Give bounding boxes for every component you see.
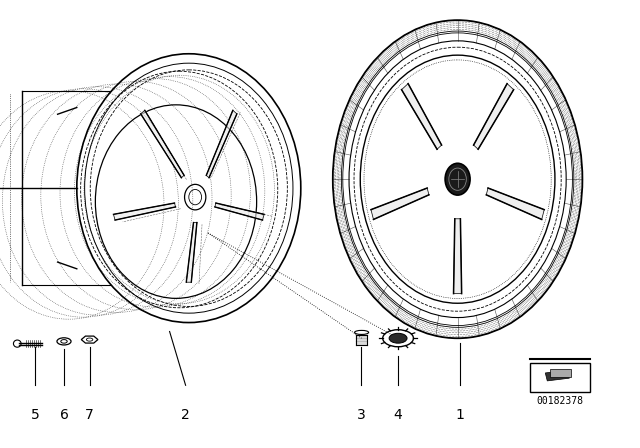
Bar <box>530 363 590 392</box>
Polygon shape <box>141 110 184 178</box>
Ellipse shape <box>389 333 407 343</box>
Polygon shape <box>486 188 544 220</box>
Polygon shape <box>371 188 429 220</box>
Polygon shape <box>401 84 442 149</box>
Bar <box>545 370 570 381</box>
Polygon shape <box>186 223 197 282</box>
Polygon shape <box>215 203 264 220</box>
Text: 3: 3 <box>356 408 365 422</box>
Text: 2: 2 <box>181 408 190 422</box>
Text: 5: 5 <box>31 408 40 422</box>
Polygon shape <box>113 203 175 220</box>
Text: 7: 7 <box>85 408 94 422</box>
Ellipse shape <box>445 164 470 195</box>
Polygon shape <box>454 219 461 293</box>
Text: 6: 6 <box>60 408 68 422</box>
FancyBboxPatch shape <box>550 369 571 376</box>
Text: 00182378: 00182378 <box>536 396 584 406</box>
Text: 4: 4 <box>394 408 403 422</box>
Text: 1: 1 <box>455 408 464 422</box>
Polygon shape <box>474 84 514 149</box>
Polygon shape <box>206 110 237 178</box>
